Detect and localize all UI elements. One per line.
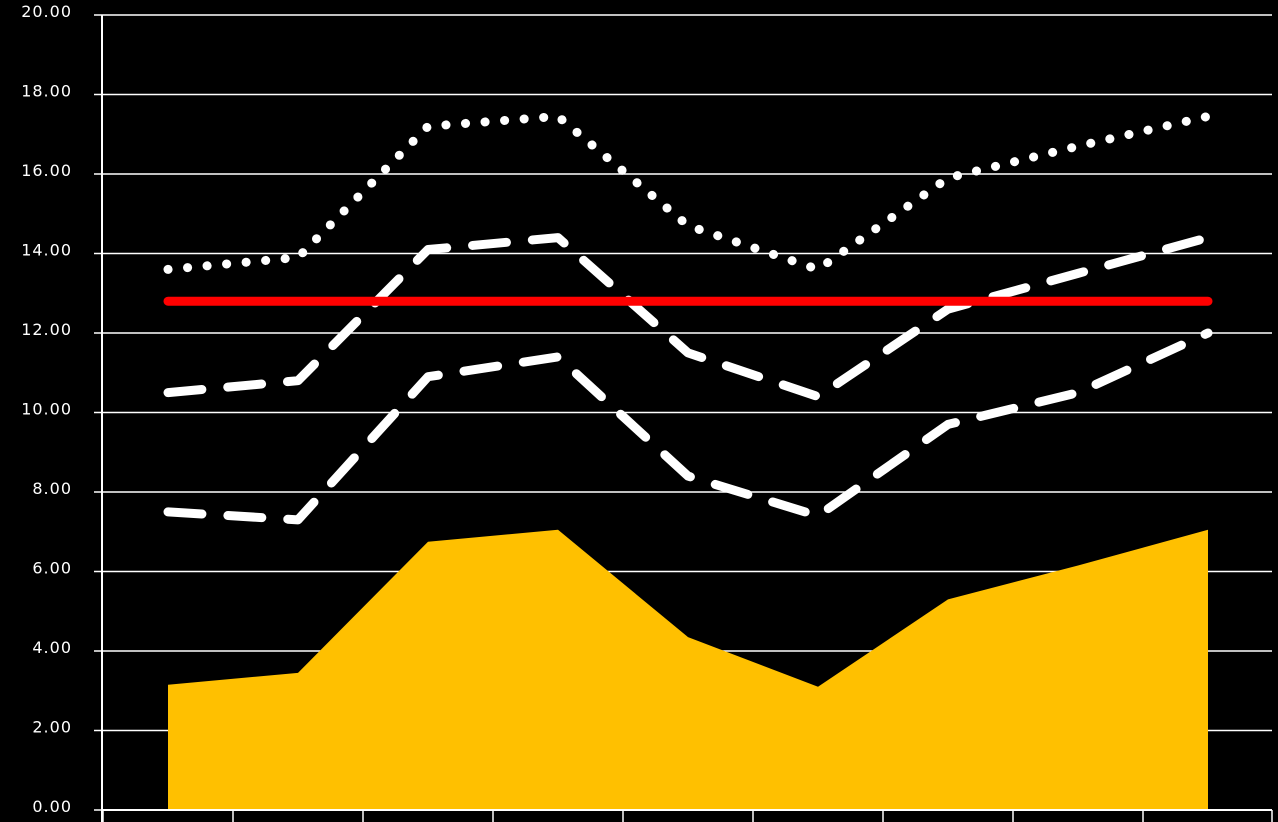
axes	[94, 14, 1273, 822]
y-tick-label: 4.00	[32, 638, 72, 657]
line-series-2	[163, 233, 1213, 402]
line-series-3	[163, 111, 1213, 274]
y-tick-label: 6.00	[32, 559, 72, 578]
y-tick-label: 10.00	[21, 400, 72, 419]
y-tick-label: 12.00	[21, 320, 72, 339]
area-series-0	[168, 529, 1208, 810]
series-layer	[163, 111, 1213, 810]
y-tick-label: 14.00	[21, 241, 72, 260]
y-tick-label: 0.00	[32, 797, 72, 816]
line-series-1	[163, 328, 1213, 525]
y-tick-label: 8.00	[32, 479, 72, 498]
y-tick-label: 16.00	[21, 161, 72, 180]
y-tick-label: 2.00	[32, 718, 72, 737]
y-tick-label: 20.00	[21, 2, 72, 21]
y-tick-labels: 0.00 2.00 4.00 6.00 8.00 10.00 12.00 14.00 16.00…	[21, 2, 72, 816]
y-tick-label: 18.00	[21, 82, 72, 101]
